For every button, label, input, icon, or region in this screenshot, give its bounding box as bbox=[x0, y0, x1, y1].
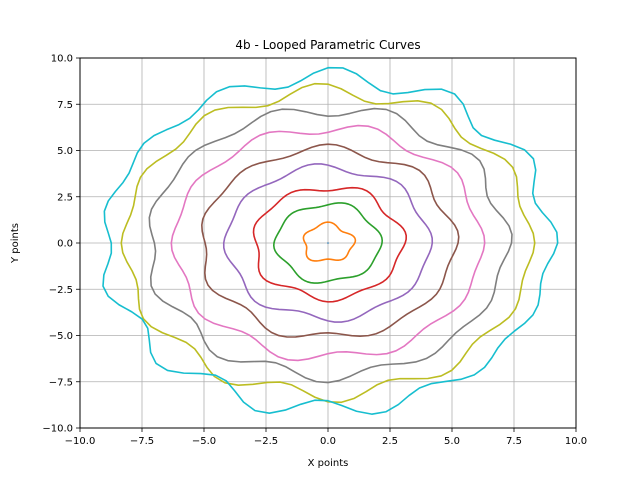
series-line-6 bbox=[201, 143, 460, 338]
x-tick-label: 0.0 bbox=[320, 436, 336, 447]
plot-area bbox=[102, 66, 559, 415]
y-tick-label: 5.0 bbox=[57, 146, 73, 157]
series-line-4 bbox=[252, 186, 408, 303]
x-tick-label: −10.0 bbox=[65, 436, 96, 447]
x-axis-label: X points bbox=[308, 458, 349, 469]
y-tick-label: −10.0 bbox=[42, 424, 73, 435]
x-tick-label: 2.5 bbox=[382, 436, 398, 447]
series-line-7 bbox=[170, 124, 486, 362]
y-tick-label: 7.5 bbox=[57, 100, 73, 111]
series-line-10 bbox=[102, 66, 559, 415]
y-axis-label: Y points bbox=[10, 223, 21, 264]
y-tick-label: −2.5 bbox=[49, 285, 73, 296]
chart-title: 4b - Looped Parametric Curves bbox=[235, 38, 420, 52]
series-line-9 bbox=[120, 82, 536, 404]
x-tick-label: −7.5 bbox=[130, 436, 154, 447]
series-line-5 bbox=[222, 163, 434, 323]
x-tick-label: 5.0 bbox=[444, 436, 460, 447]
y-tick-label: −5.0 bbox=[49, 331, 73, 342]
y-tick-label: 0.0 bbox=[57, 239, 73, 250]
series-line-1 bbox=[327, 242, 329, 244]
axis-ticks: −10.0 −7.5 −5.0 −2.5 0.0 2.5 5.0 7.5 10.0 −10.0 −7… bbox=[42, 54, 587, 448]
x-tick-label: −2.5 bbox=[254, 436, 278, 447]
y-tick-label: 10.0 bbox=[51, 54, 73, 65]
y-tick-label: −7.5 bbox=[49, 377, 73, 388]
series-line-2 bbox=[302, 221, 357, 262]
series-line-3 bbox=[272, 202, 384, 284]
x-tick-label: −5.0 bbox=[192, 436, 216, 447]
x-tick-label: 7.5 bbox=[506, 436, 522, 447]
y-tick-label: 2.5 bbox=[57, 192, 73, 203]
series-line-8 bbox=[148, 107, 513, 384]
x-tick-label: 10.0 bbox=[565, 436, 587, 447]
